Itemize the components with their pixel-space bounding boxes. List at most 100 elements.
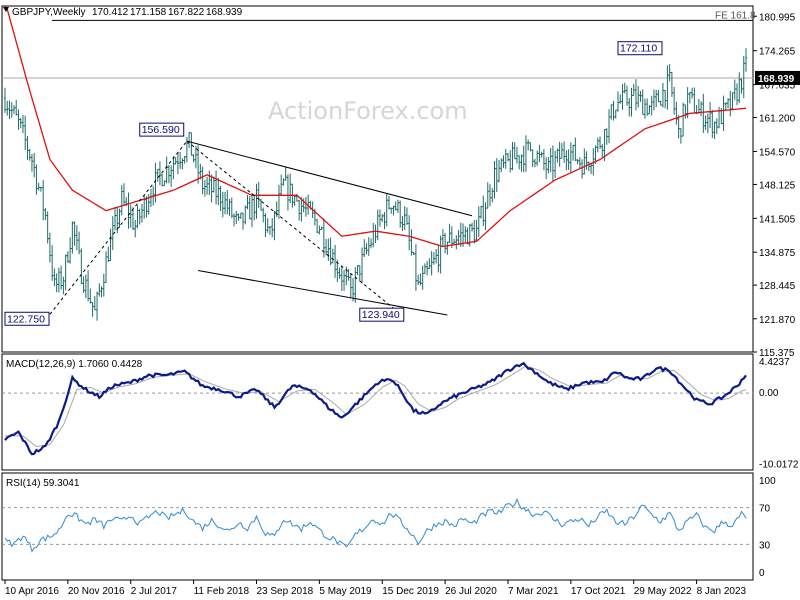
price-bar xyxy=(605,128,609,145)
price-bar xyxy=(304,196,308,217)
price-bar xyxy=(513,142,517,160)
price-bar xyxy=(266,218,270,233)
price-bar xyxy=(360,247,364,284)
price-bar xyxy=(331,248,335,264)
price-bar xyxy=(668,64,671,82)
price-bar xyxy=(185,137,189,163)
price-bar xyxy=(486,182,490,209)
price-bar xyxy=(273,210,276,241)
price-bar xyxy=(733,79,737,100)
price-bar xyxy=(744,48,748,72)
price-bar xyxy=(466,227,469,245)
price-bar xyxy=(531,149,534,168)
price-bar xyxy=(499,158,503,173)
price-bar xyxy=(737,72,741,104)
price-bar xyxy=(53,268,56,287)
price-bar xyxy=(654,89,658,108)
reference-lines xyxy=(2,19,753,545)
price-bar xyxy=(217,177,220,206)
price-bar xyxy=(214,170,218,205)
price-bar xyxy=(562,141,566,163)
price-tick-label: 121.870 xyxy=(759,315,796,326)
price-bar xyxy=(55,273,58,293)
macd-tick-label: 4.4237 xyxy=(759,357,790,368)
price-bar xyxy=(643,98,647,119)
price-bar xyxy=(169,165,173,187)
price-bar xyxy=(369,238,373,249)
price-bar xyxy=(526,139,530,151)
price-bar xyxy=(511,141,514,171)
price-bar xyxy=(73,221,76,246)
price-bar xyxy=(210,174,213,203)
price-bar xyxy=(39,186,43,192)
rsi-tick-label: 100 xyxy=(759,476,776,487)
price-bar xyxy=(443,232,447,254)
ohlc-low: 167.822 xyxy=(168,7,205,18)
x-tick-label: 7 Mar 2021 xyxy=(508,586,559,597)
price-bar xyxy=(385,193,389,227)
price-bar xyxy=(401,215,404,231)
price-bar xyxy=(374,224,377,243)
value-label-box xyxy=(359,307,405,322)
price-bar xyxy=(383,212,386,230)
price-bar xyxy=(659,100,662,106)
price-bar xyxy=(609,104,613,120)
price-bar xyxy=(520,154,523,172)
price-bar xyxy=(5,100,9,116)
price-bar xyxy=(627,98,631,117)
price-bar xyxy=(621,84,624,110)
price-bar xyxy=(358,265,362,281)
price-bar xyxy=(711,109,714,138)
price-bar xyxy=(243,205,247,225)
price-bar xyxy=(432,252,436,265)
x-tick-label: 20 Nov 2016 xyxy=(68,586,125,597)
rsi-tick-label: 0 xyxy=(759,568,765,579)
price-bar xyxy=(439,235,442,274)
price-bar xyxy=(172,156,175,180)
price-tick-label: 167.635 xyxy=(759,81,796,92)
price-bar xyxy=(392,205,395,216)
price-bar xyxy=(279,174,283,196)
price-bar xyxy=(62,276,65,295)
price-bar xyxy=(190,132,193,156)
price-bar xyxy=(607,109,611,144)
last-price-value: 168.939 xyxy=(758,74,795,85)
price-bar xyxy=(68,237,72,264)
price-bar xyxy=(14,100,18,116)
price-bar xyxy=(241,212,245,230)
x-tick-label: 8 Jan 2023 xyxy=(697,586,747,597)
price-bar xyxy=(618,94,622,104)
price-bar xyxy=(479,205,483,219)
rsi-tick-label: 30 xyxy=(759,540,771,551)
price-bar xyxy=(600,144,604,158)
moving-average xyxy=(4,5,747,248)
fe-level-label: FE 161.8 xyxy=(715,10,756,21)
price-bar xyxy=(297,199,301,221)
value-label-box xyxy=(139,122,185,137)
price-bar xyxy=(396,199,400,213)
price-bar xyxy=(221,191,225,218)
price-bar xyxy=(261,207,265,223)
price-bar xyxy=(104,251,108,283)
price-bar xyxy=(657,90,660,103)
price-bar xyxy=(726,98,730,109)
price-bar xyxy=(255,183,258,219)
price-bar xyxy=(284,166,287,181)
price-bar xyxy=(477,206,481,237)
symbol-title: GBPJPY,Weekly xyxy=(12,7,86,18)
price-bar xyxy=(32,152,36,178)
price-bar xyxy=(64,254,67,291)
price-bar xyxy=(567,149,570,170)
price-bar xyxy=(35,164,38,195)
price-bar xyxy=(419,273,422,286)
price-bar xyxy=(387,195,391,210)
trendlines xyxy=(49,140,473,316)
price-bar xyxy=(740,78,743,94)
price-bar xyxy=(219,185,222,212)
price-bar xyxy=(722,95,725,131)
price-bar xyxy=(645,98,649,116)
price-bar xyxy=(203,180,207,197)
price-bar xyxy=(578,157,582,169)
price-bar xyxy=(542,149,546,171)
price-bar xyxy=(484,202,487,231)
